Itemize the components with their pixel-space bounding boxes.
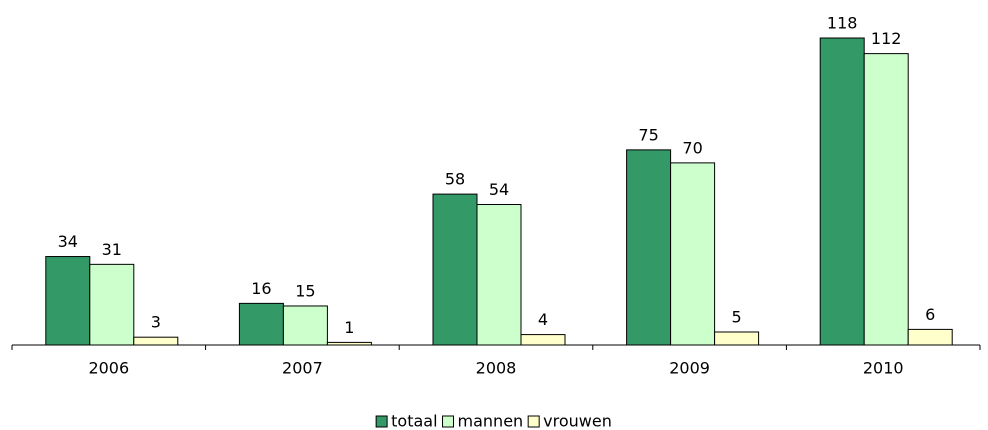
data-label: 31: [102, 240, 122, 259]
x-tick-label: 2008: [476, 359, 517, 378]
data-label: 3: [151, 313, 161, 332]
data-label: 70: [682, 138, 702, 157]
data-label: 6: [925, 305, 935, 324]
bar: [670, 162, 716, 346]
legend-swatch: [442, 415, 455, 428]
data-label: 34: [58, 232, 78, 251]
legend-label: totaal: [391, 412, 437, 430]
legend-swatch: [375, 415, 388, 428]
x-tick-label: 2006: [88, 359, 129, 378]
bar: [432, 193, 478, 346]
bar: [714, 331, 760, 346]
x-tick-label: 2010: [863, 359, 904, 378]
data-label: 54: [489, 180, 509, 199]
data-label: 112: [871, 29, 902, 48]
x-tick-label: 2007: [282, 359, 323, 378]
bar: [626, 149, 672, 346]
data-label: 118: [827, 14, 858, 33]
bar: [45, 256, 91, 346]
data-label: 75: [638, 125, 658, 144]
bar: [89, 263, 135, 346]
data-label: 5: [732, 307, 742, 326]
x-tick-label: 2009: [669, 359, 710, 378]
bar: [282, 305, 328, 346]
bar: [819, 37, 865, 346]
bar: [520, 334, 566, 346]
data-label: 15: [295, 281, 315, 300]
legend-label: vrouwen: [543, 412, 612, 430]
bar: [476, 204, 522, 346]
data-label: 4: [538, 310, 548, 329]
legend-swatch: [527, 415, 540, 428]
bar: [863, 53, 909, 346]
legend-label: mannen: [458, 412, 524, 430]
data-label: 58: [445, 170, 465, 189]
bar: [133, 336, 179, 346]
bar: [238, 302, 284, 346]
data-label: 1: [344, 318, 354, 337]
bar: [907, 328, 953, 346]
data-label: 16: [251, 279, 271, 298]
